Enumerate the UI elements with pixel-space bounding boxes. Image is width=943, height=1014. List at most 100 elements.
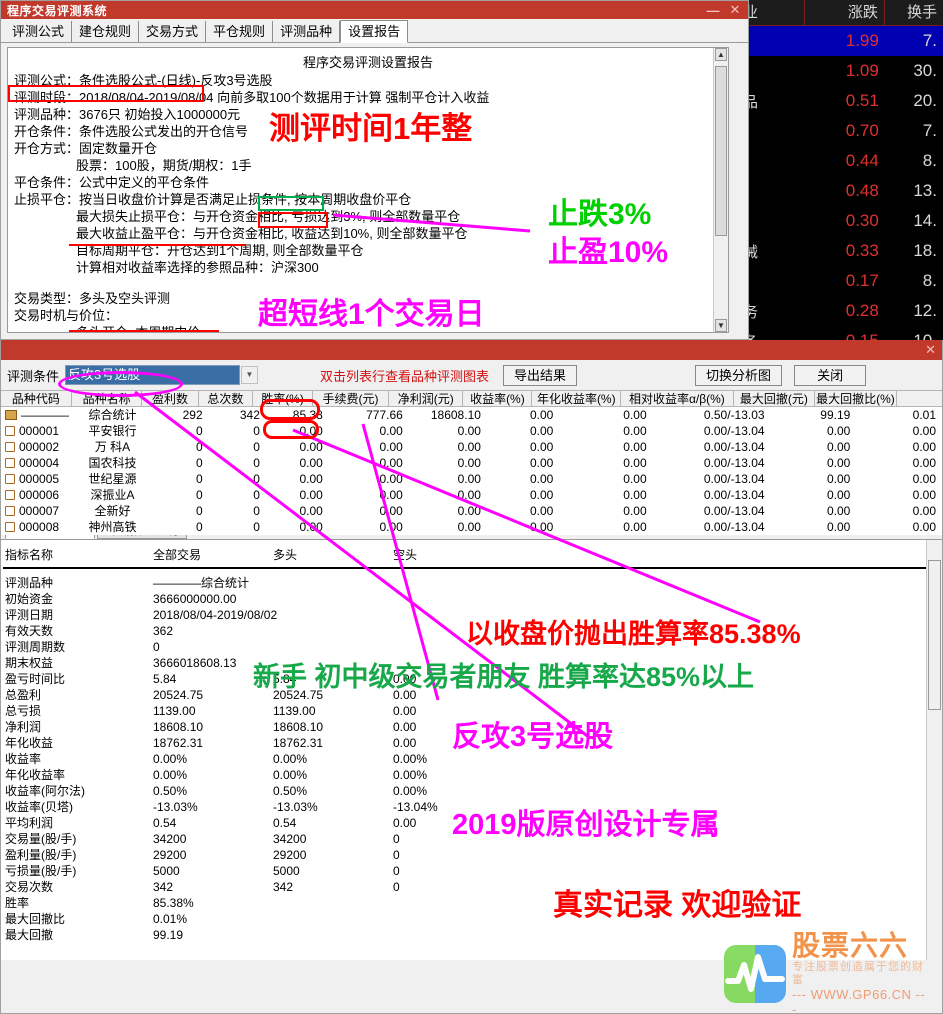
report-panel: 程序交易评测设置报告 评测公式：条件选股公式-(日线)-反攻3号选股 评测时段：… bbox=[7, 47, 729, 333]
table-header-2[interactable]: 盈利数 bbox=[142, 391, 199, 406]
condition-selected-value[interactable]: 反攻3号选股 bbox=[66, 366, 240, 384]
tab-0[interactable]: 评测公式 bbox=[5, 21, 73, 42]
tab-4[interactable]: 评测品种 bbox=[273, 21, 341, 42]
detail-scrollbar[interactable] bbox=[926, 540, 942, 960]
table-cell-net_profit: 0.00 bbox=[457, 504, 481, 518]
table-cell-return_rate: 0.00 bbox=[529, 456, 554, 470]
checkbox-icon[interactable] bbox=[5, 442, 15, 452]
detail-cell-long bbox=[273, 607, 393, 623]
tab-2[interactable]: 交易方式 bbox=[139, 21, 207, 42]
checkbox-icon[interactable] bbox=[5, 426, 15, 436]
chevron-down-icon[interactable]: ▼ bbox=[241, 366, 259, 384]
detail-cell-all: 342 bbox=[153, 880, 174, 894]
checkbox-icon[interactable] bbox=[5, 522, 15, 532]
market-cell-c2: 8. bbox=[922, 151, 937, 170]
checkbox-icon[interactable] bbox=[5, 474, 15, 484]
table-cell-win_rate: 0.00 bbox=[299, 440, 323, 454]
table-header-6[interactable]: 净利润(元) bbox=[389, 391, 464, 406]
table-cell-profit_count: 0 bbox=[195, 472, 203, 486]
table-cell-max_drawdown_pct: 0.00 bbox=[912, 488, 936, 502]
table-header-11[interactable]: 最大回撤比(%) bbox=[816, 391, 897, 406]
table-header-9[interactable]: 相对收益率α/β(%) bbox=[621, 391, 734, 406]
table-row[interactable]: 000005 世纪星源 0 0 0.00 0.00 0.00 0.00 0.00 0.00/-13… bbox=[1, 471, 942, 487]
table-cell-total_count: 0 bbox=[253, 520, 260, 534]
table-header-0[interactable]: 品种代码 bbox=[1, 391, 72, 406]
market-col-change[interactable]: 涨跌 bbox=[805, 0, 885, 26]
table-row[interactable]: 000006 深振业A 0 0 0.00 0.00 0.00 0.00 0.00 0.00/-13… bbox=[1, 487, 942, 503]
table-row[interactable]: 000004 国农科技 0 0 0.00 0.00 0.00 0.00 0.00 0.00/-13… bbox=[1, 455, 942, 471]
detail-cell-short: 0.00 bbox=[393, 688, 417, 702]
table-cell-max_drawdown_pct: 0.01 bbox=[912, 408, 936, 422]
table-row[interactable]: 000002 万 科A 0 0 0.00 0.00 0.00 0.00 0.00 0.00/-13… bbox=[1, 439, 942, 455]
market-row[interactable]: 件0.707. bbox=[726, 116, 943, 146]
table-header-5[interactable]: 手续费(元) bbox=[313, 391, 390, 406]
market-row[interactable]: 1.99 7. bbox=[726, 26, 943, 56]
close-icon[interactable]: ✕ bbox=[729, 2, 741, 17]
detail-cell-name: 评测周期数 bbox=[5, 640, 66, 654]
table-header-7[interactable]: 收益率(%) bbox=[463, 391, 533, 406]
detail-cell-name: 最大回撤 bbox=[5, 928, 54, 942]
detail-cell-long: 5.84 bbox=[273, 672, 297, 686]
detail-cell-name: 亏损量(股/手) bbox=[5, 864, 77, 878]
table-cell-return_rate: 0.00 bbox=[529, 408, 554, 422]
checkbox-icon[interactable] bbox=[5, 490, 15, 500]
detail-row: 评测品种 ————综合统计 bbox=[1, 575, 942, 591]
table-header-10[interactable]: 最大回撤(元) bbox=[734, 391, 816, 406]
detail-cell-name: 期末权益 bbox=[5, 656, 54, 670]
close-button[interactable]: 关闭 bbox=[794, 364, 867, 386]
tab-3[interactable]: 平仓规则 bbox=[206, 21, 274, 42]
results-table-body: ———— 综合统计 292 342 85.38 777.66 18608.10 0.00 0.0… bbox=[1, 407, 942, 535]
table-header-1[interactable]: 品种名称 bbox=[72, 391, 143, 406]
table-cell-profit_count: 0 bbox=[195, 424, 203, 438]
table-cell-code: ———— bbox=[1, 407, 76, 423]
scroll-down-icon[interactable]: ▼ bbox=[715, 319, 727, 332]
table-row[interactable]: 000001 平安银行 0 0 0.00 0.00 0.00 0.00 0.00 0.00/-13… bbox=[1, 423, 942, 439]
condition-combobox[interactable]: 反攻3号选股 bbox=[65, 365, 241, 385]
watermark-logo: 股票六六 专注股票创造属于您的财富 --- WWW.GP66.CN --- bbox=[724, 931, 929, 1014]
checkbox-icon[interactable] bbox=[5, 458, 15, 468]
market-cell-c2: 18. bbox=[913, 241, 937, 260]
table-cell-fee: 0.00 bbox=[379, 504, 403, 518]
table-header-8[interactable]: 年化收益率(%) bbox=[532, 391, 622, 406]
table-row[interactable]: 000007 全新好 0 0 0.00 0.00 0.00 0.00 0.00 0.00/-13.… bbox=[1, 503, 942, 519]
market-cell-c2: 7. bbox=[922, 121, 937, 140]
detail-cell-name: 年化收益 bbox=[5, 736, 54, 750]
detail-cell-short bbox=[393, 623, 513, 639]
switch-chart-button[interactable]: 切换分析图 bbox=[695, 364, 783, 386]
detail-scroll-thumb[interactable] bbox=[928, 560, 941, 710]
market-row[interactable]: 0.17 8. bbox=[726, 266, 943, 296]
scroll-thumb[interactable] bbox=[715, 66, 727, 236]
market-col-turnover[interactable]: 换手 bbox=[906, 3, 937, 21]
report-scrollbar[interactable]: ▲ ▼ bbox=[713, 48, 728, 332]
checkbox-icon[interactable] bbox=[5, 506, 15, 516]
scroll-up-icon[interactable]: ▲ bbox=[715, 48, 727, 61]
market-row[interactable]: 件0.448. bbox=[726, 146, 943, 176]
table-header-3[interactable]: 总次数 bbox=[199, 391, 254, 406]
table-cell-win_rate: 85.38 bbox=[292, 408, 323, 422]
tab-1[interactable]: 建仓规则 bbox=[72, 21, 140, 42]
detail-cell-all: 0.54 bbox=[153, 816, 177, 830]
table-header-4[interactable]: 胜率(%) bbox=[253, 391, 313, 406]
detail-cell-name: 总亏损 bbox=[5, 704, 42, 718]
market-quote-panel[interactable]: 行业 涨跌 换手 1.997.业1.0930.制品0.5120.件0.707.件… bbox=[726, 0, 943, 340]
table-row[interactable]: 000008 神州高铁 0 0 0.00 0.00 0.00 0.00 0.00 0.00/-13… bbox=[1, 519, 942, 535]
detail-cell-name: 盈利量(股/手) bbox=[5, 848, 77, 862]
folder-icon[interactable] bbox=[5, 410, 17, 420]
table-row[interactable]: ———— 综合统计 292 342 85.38 777.66 18608.10 0.00 0.0… bbox=[1, 407, 942, 423]
market-quote-header: 行业 涨跌 换手 bbox=[726, 0, 943, 26]
tab-5[interactable]: 设置报告 bbox=[340, 20, 409, 43]
detail-cell-short: 0.00 bbox=[393, 720, 417, 734]
market-row[interactable]: 设备0.1510. bbox=[726, 326, 943, 340]
export-result-button[interactable]: 导出结果 bbox=[503, 364, 578, 386]
table-cell-fee: 777.66 bbox=[366, 408, 403, 422]
table-cell-annual_return: 0.00 bbox=[623, 472, 647, 486]
lower-close-icon[interactable]: ✕ bbox=[925, 342, 936, 357]
table-cell-net_profit: 0.00 bbox=[457, 472, 481, 486]
minimize-icon[interactable]: — bbox=[706, 2, 720, 18]
